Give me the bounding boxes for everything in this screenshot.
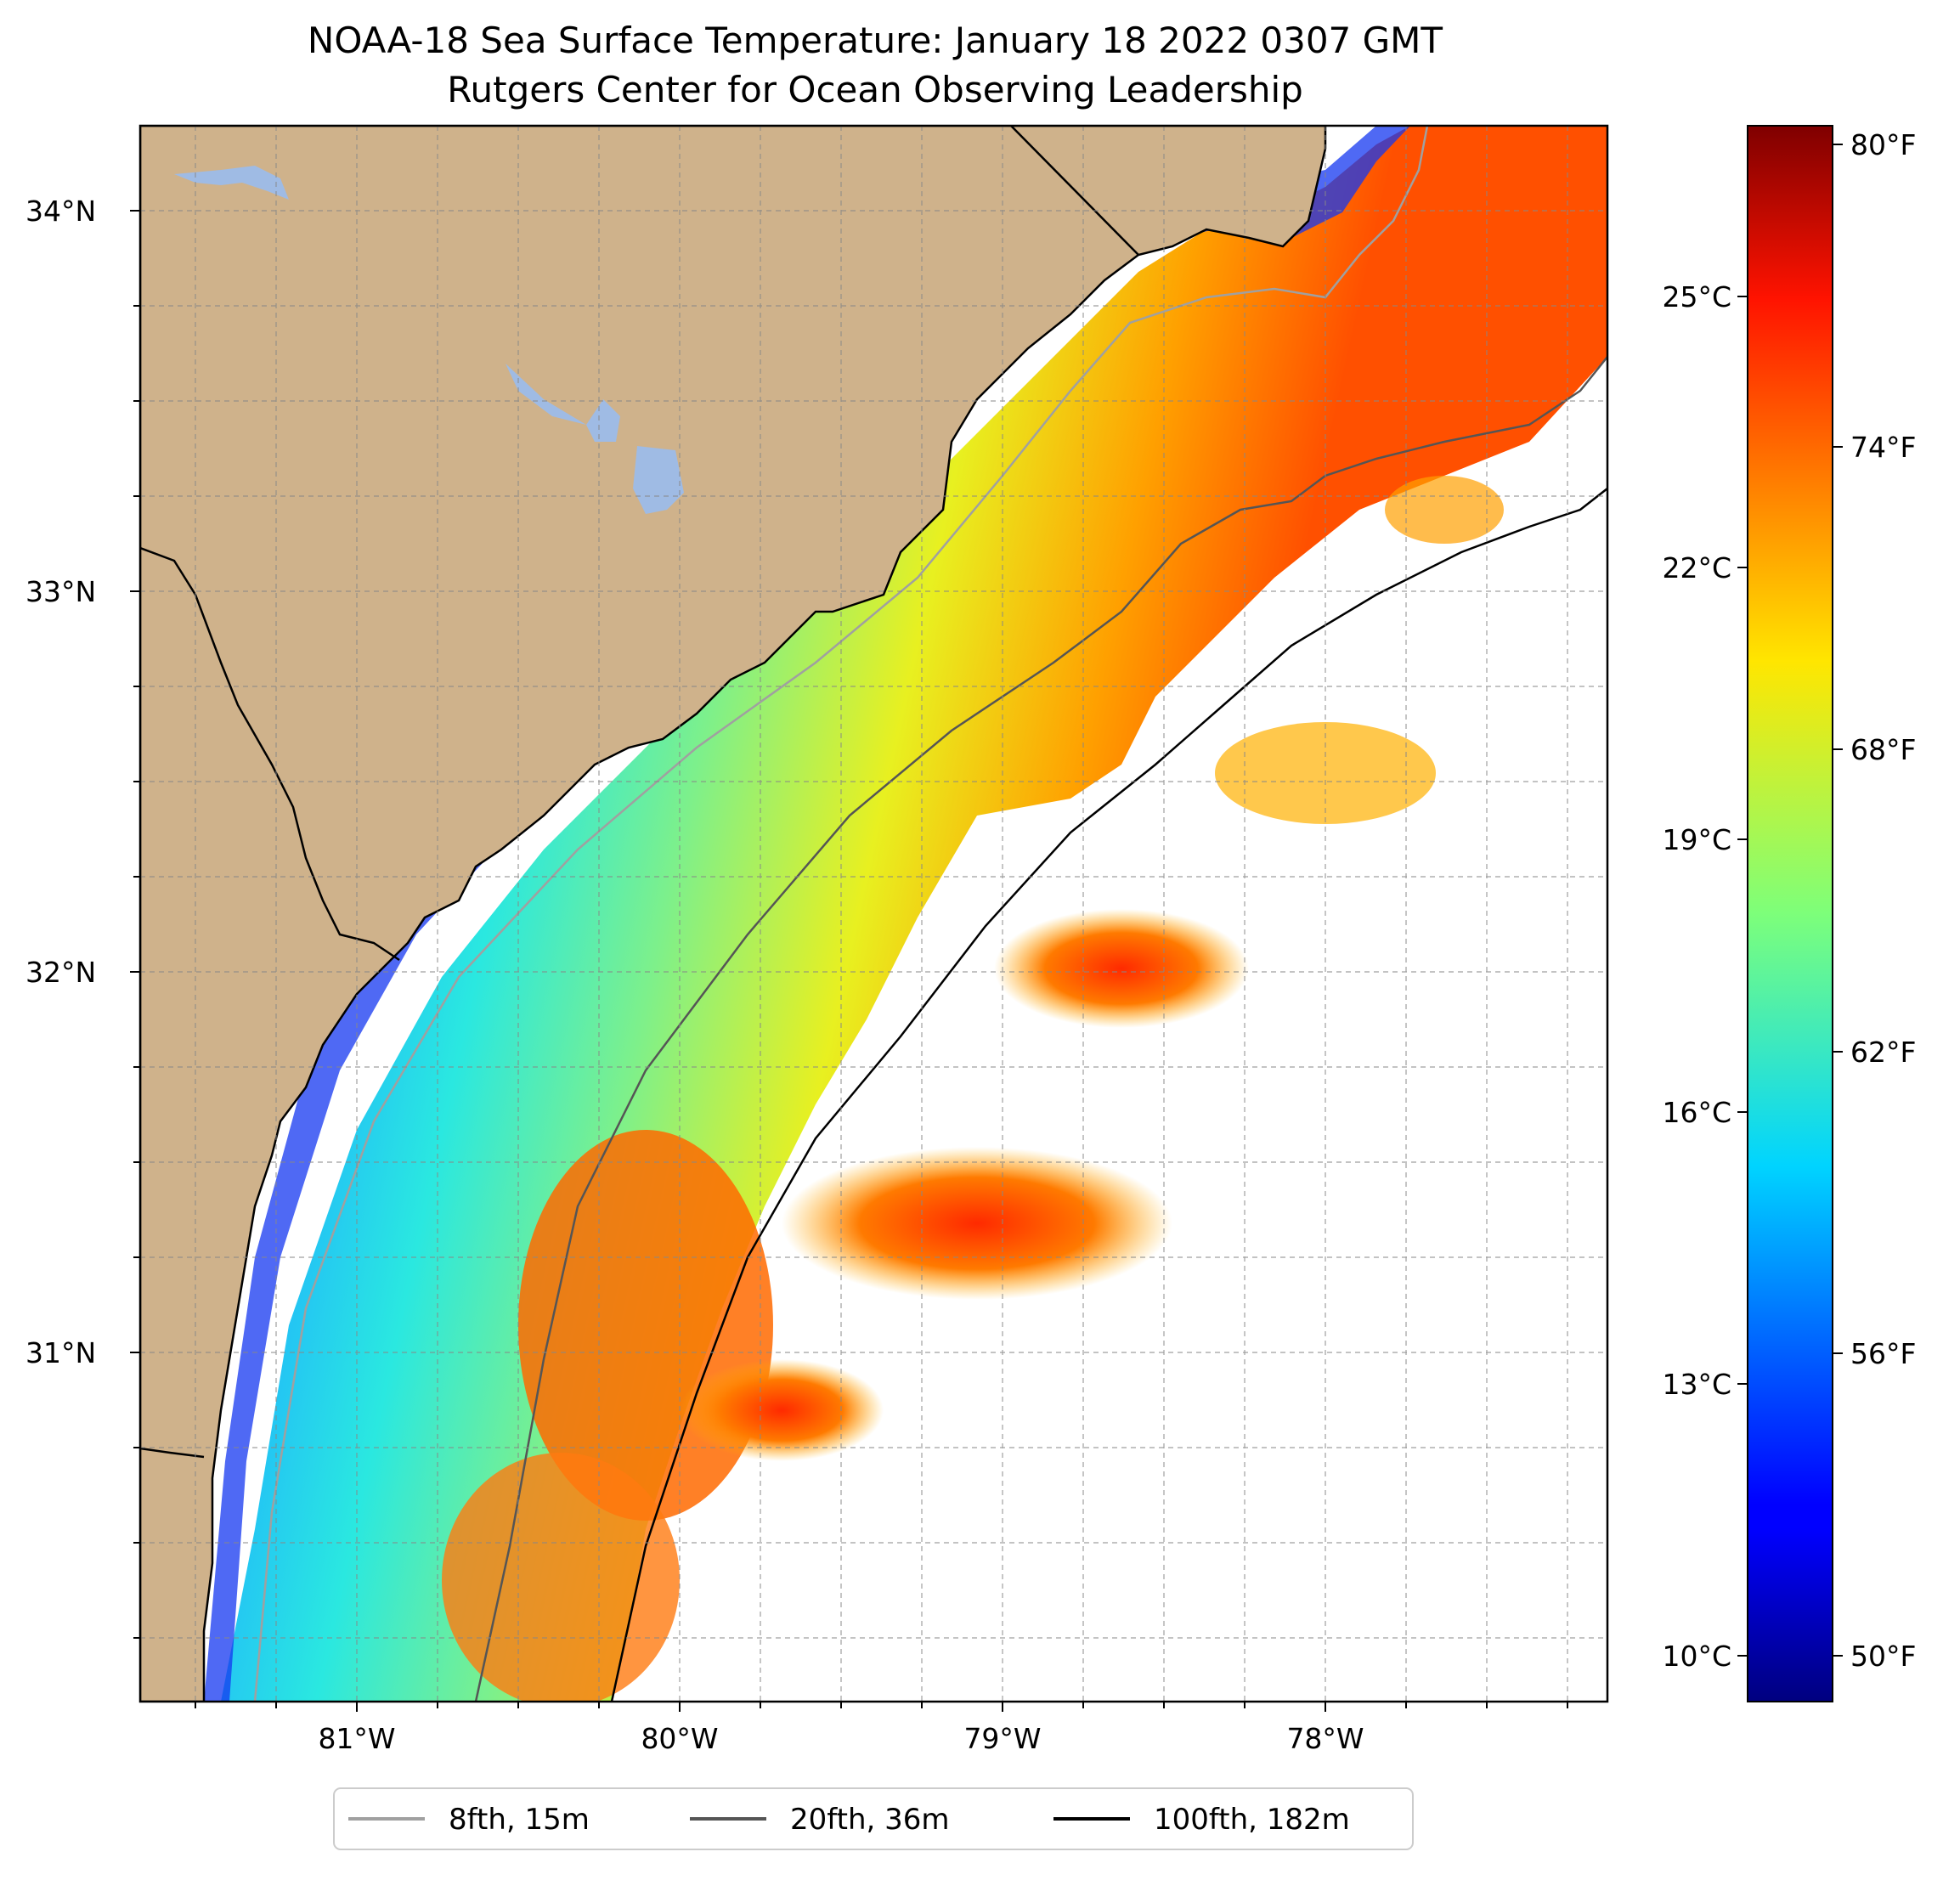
title-line-2: Rutgers Center for Ocean Observing Leade… xyxy=(447,69,1303,110)
lon-axis xyxy=(195,1702,1568,1712)
lon-tick-80w: 80°W xyxy=(641,1722,718,1755)
colorbar-fahrenheit-74: 74°F xyxy=(1850,431,1916,464)
lat-tick-32n: 32°N xyxy=(25,956,96,989)
lat-tick-31n: 31°N xyxy=(25,1336,96,1369)
colorbar-fahrenheit-56: 56°F xyxy=(1850,1337,1916,1370)
gridlines xyxy=(140,126,1607,1702)
colorbar-celsius-19: 19°C xyxy=(1662,823,1731,856)
title-line-1: NOAA-18 Sea Surface Temperature: January… xyxy=(308,20,1443,61)
colorbar-celsius-22: 22°C xyxy=(1662,551,1731,584)
lon-tick-78w: 78°W xyxy=(1286,1722,1364,1755)
colorbar-fahrenheit-62: 62°F xyxy=(1850,1036,1916,1069)
warm-cluster-5 xyxy=(442,1453,680,1702)
warm-cluster-4 xyxy=(680,1359,884,1461)
colorbar-celsius-25: 25°C xyxy=(1662,280,1731,313)
colorbar-celsius-ticks xyxy=(1737,296,1748,1657)
isobath-20fth xyxy=(474,356,1607,1702)
lat-tick-34n: 34°N xyxy=(25,195,96,228)
legend-label-100fth: 100fth, 182m xyxy=(1154,1803,1350,1837)
colorbar-celsius-10: 10°C xyxy=(1662,1640,1731,1673)
legend-label-20fth: 20fth, 36m xyxy=(790,1803,950,1837)
colorbar-fahrenheit-68: 68°F xyxy=(1850,733,1916,766)
isobath-100fth xyxy=(610,488,1607,1702)
lon-tick-79w: 79°W xyxy=(963,1722,1041,1755)
state-border-ga-fl xyxy=(140,1447,205,1459)
colorbar-celsius-13: 13°C xyxy=(1662,1368,1731,1401)
colorbar-fahrenheit-80: 80°F xyxy=(1850,128,1916,161)
colorbar-celsius-16: 16°C xyxy=(1662,1096,1731,1129)
legend-frame xyxy=(333,1787,1414,1850)
isobath-legend: 8fth, 15m 20fth, 36m 100fth, 182m xyxy=(333,1787,1414,1850)
warm-cluster-2 xyxy=(782,1147,1172,1300)
warm-cluster-7 xyxy=(1385,476,1504,544)
map-frame xyxy=(138,124,1609,1703)
warm-cluster-3 xyxy=(994,909,1249,1028)
state-border-nc-sc xyxy=(1010,126,1139,256)
lake-marion xyxy=(174,166,289,200)
colorbar-bar xyxy=(1747,125,1833,1702)
map-panel xyxy=(140,126,1607,1702)
lat-tick-33n: 33°N xyxy=(25,575,96,608)
colorbar-fahrenheit-ticks xyxy=(1833,144,1843,1657)
state-border-sc-ga xyxy=(140,546,400,962)
colorbar-fahrenheit-50: 50°F xyxy=(1850,1640,1916,1673)
legend-label-8fth: 8fth, 15m xyxy=(449,1803,590,1837)
lat-axis xyxy=(130,210,140,1639)
lake-moultrie-2 xyxy=(633,446,684,514)
lon-tick-81w: 81°W xyxy=(318,1722,395,1755)
lake-moultrie xyxy=(506,364,620,442)
